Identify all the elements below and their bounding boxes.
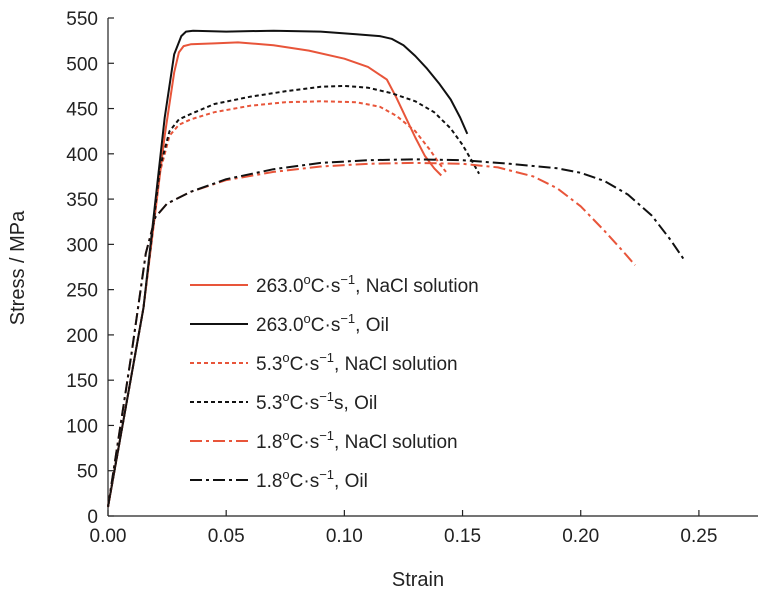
- y-tick-label: 50: [77, 462, 98, 483]
- legend-entry-3: 5.3oC·s−1s, Oil: [256, 389, 377, 414]
- legend-entry-5: 1.8oC·s−1, Oil: [256, 467, 368, 492]
- legend-text-part: , NaCl solution: [334, 432, 458, 453]
- legend-text-part: 1.8: [256, 432, 282, 453]
- series-line-2: [107, 100, 447, 508]
- legend-entry-2: 5.3oC·s−1, NaCl solution: [256, 350, 458, 375]
- y-tick-label: 500: [66, 54, 98, 75]
- legend-text-part: C·s: [311, 276, 341, 297]
- legend-text-part: 5.3: [256, 393, 282, 414]
- legend-text-part: , NaCl solution: [334, 354, 458, 375]
- legend-text-part: −1: [340, 311, 355, 326]
- legend-entry-4: 1.8oC·s−1, NaCl solution: [256, 428, 458, 453]
- x-axis-title: Strain: [392, 569, 444, 591]
- legend-text-part: 5.3: [256, 354, 282, 375]
- legend-entry-1: 263.0oC·s−1, Oil: [256, 311, 389, 336]
- legend-text-part: , Oil: [355, 315, 389, 336]
- y-tick-label: 150: [66, 371, 98, 392]
- y-axis-title: Stress / MPa: [7, 210, 29, 325]
- y-tick-label: 450: [66, 100, 98, 121]
- y-tick-label: 0: [87, 507, 98, 528]
- y-tick-label: 250: [66, 281, 98, 302]
- legend-text-part: C·s: [290, 393, 320, 414]
- y-tick-label: 100: [66, 416, 98, 437]
- y-tick-label: 350: [66, 190, 98, 211]
- legend-text-part: , NaCl solution: [355, 276, 479, 297]
- legend-text-part: C·s: [311, 315, 341, 336]
- x-tick-label: 0.25: [680, 526, 717, 547]
- legend-entry-0: 263.0oC·s−1, NaCl solution: [256, 272, 479, 297]
- series-line-5: [107, 158, 686, 508]
- series-line-1: [107, 29, 469, 508]
- legend-text-part: , Oil: [344, 393, 378, 414]
- series-line-3: [107, 84, 480, 508]
- plot-area: [107, 29, 686, 508]
- legend-text-part: −1: [340, 272, 355, 287]
- legend-text-part: o: [282, 467, 289, 482]
- legend-text-part: o: [304, 311, 311, 326]
- y-tick-label: 400: [66, 145, 98, 166]
- x-tick-label: 0.05: [208, 526, 245, 547]
- axes: 0.00 0.05 0.10 0.15 0.20 0.25 0 50 100 150 200 250…: [66, 9, 758, 547]
- x-tick-label: 0.15: [444, 526, 481, 547]
- y-tick-label: 200: [66, 326, 98, 347]
- legend-text-part: −1: [319, 350, 334, 365]
- x-axis-ticks: 0.00 0.05 0.10 0.15 0.20 0.25: [90, 510, 717, 547]
- legend-text-part: 1.8: [256, 471, 282, 492]
- legend-text-part: −1: [319, 389, 334, 404]
- x-tick-label: 0.10: [326, 526, 363, 547]
- y-tick-label: 300: [66, 235, 98, 256]
- legend-text-part: −1: [319, 428, 334, 443]
- legend-text-part: −1: [319, 467, 334, 482]
- legend-text-part: , Oil: [334, 471, 368, 492]
- legend-text-part: o: [304, 272, 311, 287]
- legend-text-part: o: [282, 428, 289, 443]
- legend-text-part: C·s: [290, 432, 320, 453]
- legend-text-part: C·s: [290, 471, 320, 492]
- legend-text-part: 263.0: [256, 276, 304, 297]
- legend-text-part: C·s: [290, 354, 320, 375]
- legend-text-part: 263.0: [256, 315, 304, 336]
- legend-text-part: o: [282, 350, 289, 365]
- legend-text-part: s: [334, 393, 344, 414]
- legend-text-part: s, Oil: [334, 393, 377, 414]
- series-line-0: [107, 41, 443, 508]
- x-tick-label: 0.00: [90, 526, 127, 547]
- y-tick-label: 550: [66, 9, 98, 30]
- y-axis-ticks: 0 50 100 150 200 250 300 350 400 450 500 550: [66, 9, 114, 528]
- legend-text-part: o: [282, 389, 289, 404]
- x-tick-label: 0.20: [562, 526, 599, 547]
